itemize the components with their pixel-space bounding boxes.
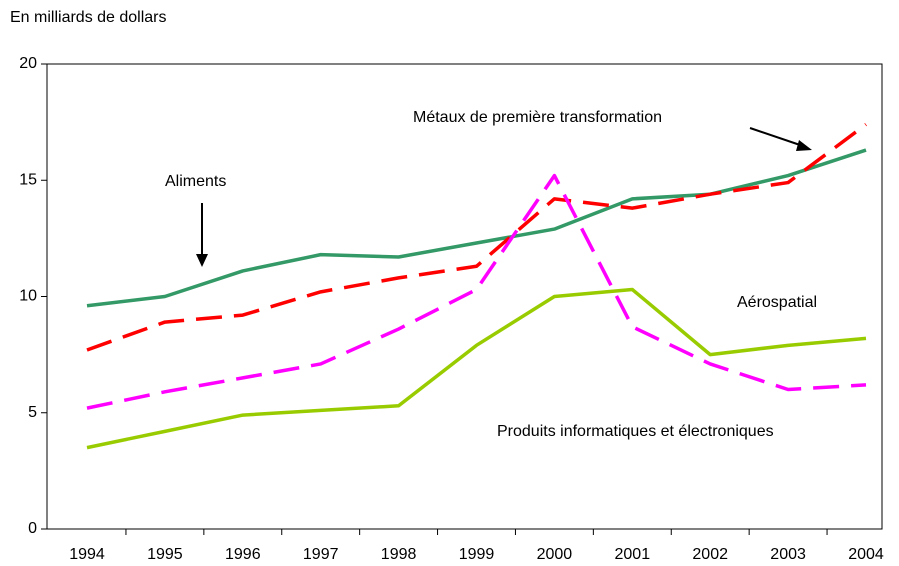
- series-label: Métaux de première transformation: [413, 109, 662, 126]
- x-tick-label: 1998: [381, 546, 417, 563]
- x-tick-label: 1999: [459, 546, 495, 563]
- x-tick-label: 1997: [303, 546, 339, 563]
- y-tick-label: 10: [19, 288, 37, 305]
- arrow-head: [796, 140, 812, 151]
- series-label: Aérospatial: [737, 294, 817, 311]
- series-label: Aliments: [165, 173, 226, 190]
- x-tick-label: 2001: [615, 546, 651, 563]
- x-tick-label: 2003: [770, 546, 806, 563]
- y-tick-label: 5: [28, 404, 37, 421]
- arrow: [749, 127, 804, 147]
- arrow-head: [196, 254, 208, 267]
- series-line: [86, 173, 867, 410]
- series-line: [86, 123, 868, 352]
- x-tick-label: 2002: [692, 546, 728, 563]
- series-label: Produits informatiques et électroniques: [497, 423, 774, 440]
- y-axis-label: En milliards de dollars: [10, 9, 167, 26]
- x-tick-label: 1996: [225, 546, 261, 563]
- x-tick-label: 2000: [537, 546, 573, 563]
- x-tick-label: 2004: [848, 546, 884, 563]
- series-line: [86, 148, 867, 308]
- x-tick-label: 1995: [147, 546, 183, 563]
- y-tick-label: 20: [19, 55, 37, 72]
- series-line: [86, 287, 867, 450]
- y-tick-label: 0: [28, 520, 37, 537]
- x-tick-label: 1994: [69, 546, 105, 563]
- y-tick-label: 15: [19, 171, 37, 188]
